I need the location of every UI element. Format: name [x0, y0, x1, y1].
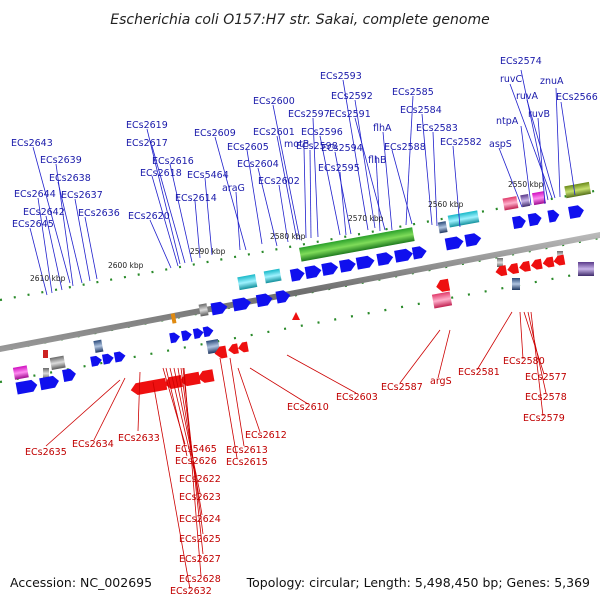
- reverse-gene-label: ECs2635: [25, 447, 67, 458]
- tick-label: 2610 kbp: [30, 274, 66, 283]
- forward-gene-label: ECs2643: [11, 138, 53, 149]
- reverse-gene-label: ECs2613: [226, 445, 268, 456]
- forward-gene-label: ECs2566: [556, 92, 598, 103]
- forward-gene-label: ECs2644: [14, 189, 56, 200]
- forward-gene-label: ECs2617: [126, 138, 168, 149]
- reverse-gene-label: ECs2625: [179, 534, 221, 545]
- reverse-cds-track: [130, 254, 566, 396]
- forward-gene-label: ECs2604: [237, 159, 279, 170]
- reverse-gene-label: ECs2622: [179, 474, 221, 485]
- map-title: Escherichia coli O157:H7 str. Sakai, com…: [110, 12, 489, 28]
- forward-gene-label: ECs2583: [416, 123, 458, 134]
- reverse-gene-label: ECs2577: [525, 372, 567, 383]
- reverse-gene-label: ECs2587: [381, 382, 423, 393]
- forward-gene-label: ECs2642: [23, 207, 65, 218]
- reverse-gene-label: ECs2580: [503, 356, 545, 367]
- forward-leader-lines: [29, 69, 576, 296]
- forward-gene-label: ECs2594: [321, 143, 363, 154]
- reverse-gene-label: ECs2610: [287, 402, 329, 413]
- reverse-gene-label: ECs2627: [179, 554, 221, 565]
- forward-gene-label: ECs5464: [187, 170, 229, 181]
- forward-gene-label: ECs2601: [253, 127, 295, 138]
- forward-gene-label: ECs2584: [400, 105, 442, 116]
- forward-gene-label: ruvC: [500, 74, 523, 85]
- tick-label: 2560 kbp: [428, 200, 464, 209]
- reverse-gene-label: ECs2634: [72, 439, 114, 450]
- feature-blocks: [12, 181, 594, 380]
- forward-gene-label: motB: [284, 139, 309, 150]
- reverse-gene-label: ECs5465: [175, 444, 217, 455]
- forward-gene-label: ECs2598: [296, 141, 338, 152]
- reverse-gene-label: ECs2603: [336, 392, 378, 403]
- forward-gene-label: ECs2638: [49, 173, 91, 184]
- forward-gene-label: flhB: [368, 155, 387, 166]
- accession-text: Accession: NC_002695: [10, 575, 152, 590]
- genome-backbone: [0, 232, 600, 352]
- forward-gene-label: ECs2618: [140, 168, 182, 179]
- forward-gene-label: ECs2620: [128, 211, 170, 222]
- forward-gene-label: znuA: [540, 76, 564, 87]
- forward-gene-label: flhA: [373, 123, 392, 134]
- reverse-gene-label: ECs2578: [525, 392, 567, 403]
- forward-gene-label: ruvB: [528, 109, 550, 120]
- reverse-gene-label: ECs2628: [179, 574, 221, 585]
- forward-gene-label: ECs2614: [175, 193, 217, 204]
- tick-label: 2550 kbp: [508, 180, 544, 189]
- reverse-gene-label: ECs2615: [226, 457, 268, 468]
- forward-gene-label: ECs2596: [301, 127, 343, 138]
- forward-gene-label: ECs2591: [329, 109, 371, 120]
- forward-gene-label: ECs2645: [12, 219, 54, 230]
- forward-gene-label: ECs2600: [253, 96, 295, 107]
- forward-gene-label: ECs2605: [227, 142, 269, 153]
- forward-gene-label: ECs2593: [320, 71, 362, 82]
- forward-gene-label: ECs2582: [440, 137, 482, 148]
- reverse-gene-label: ECs2623: [179, 492, 221, 503]
- tick-label: 2600 kbp: [108, 261, 144, 270]
- forward-gene-label: ECs2588: [384, 142, 426, 153]
- tick-label: 2570 kbp: [348, 214, 384, 223]
- forward-gene-label: aspS: [489, 139, 512, 150]
- forward-gene-label: ECs2597: [288, 109, 330, 120]
- forward-gene-label: ECs2609: [194, 128, 236, 139]
- forward-gene-label: ECs2639: [40, 155, 82, 166]
- forward-gene-label: ECs2637: [61, 190, 103, 201]
- forward-gene-label: ECs2616: [152, 156, 194, 167]
- reverse-gene-label: ECs2581: [458, 367, 500, 378]
- tick-label: 2580 kbp: [270, 232, 306, 241]
- reverse-gene-label: ECs2626: [175, 456, 217, 467]
- reverse-gene-label: ECs2633: [118, 433, 160, 444]
- forward-gene-label: ECs2602: [258, 176, 300, 187]
- forward-gene-label: ECs2592: [331, 91, 373, 102]
- forward-gene-label: ruvA: [516, 91, 539, 102]
- reverse-gene-label: ECs2612: [245, 430, 287, 441]
- forward-gene-label: ECs2636: [78, 208, 120, 219]
- reverse-leader-lines: [45, 311, 547, 590]
- reverse-gene-label: ECs2632: [170, 586, 212, 597]
- reverse-cds-small: [292, 312, 300, 320]
- topology-summary: Topology: circular; Length: 5,498,450 bp…: [246, 575, 590, 590]
- forward-gene-label: ECs2585: [392, 87, 434, 98]
- reverse-gene-label: ECs2579: [523, 413, 565, 424]
- tick-label: 2590 kbp: [190, 247, 226, 256]
- forward-gene-label: ntpA: [496, 116, 519, 127]
- forward-gene-label: ECs2595: [318, 163, 360, 174]
- forward-cds-track: [15, 205, 584, 395]
- forward-gene-label: ECs2574: [500, 56, 542, 67]
- reverse-gene-label: ECs2624: [179, 514, 221, 525]
- reverse-gene-label: argS: [430, 376, 452, 387]
- forward-gene-label: araG: [222, 183, 245, 194]
- forward-gene-label: ECs2619: [126, 120, 168, 131]
